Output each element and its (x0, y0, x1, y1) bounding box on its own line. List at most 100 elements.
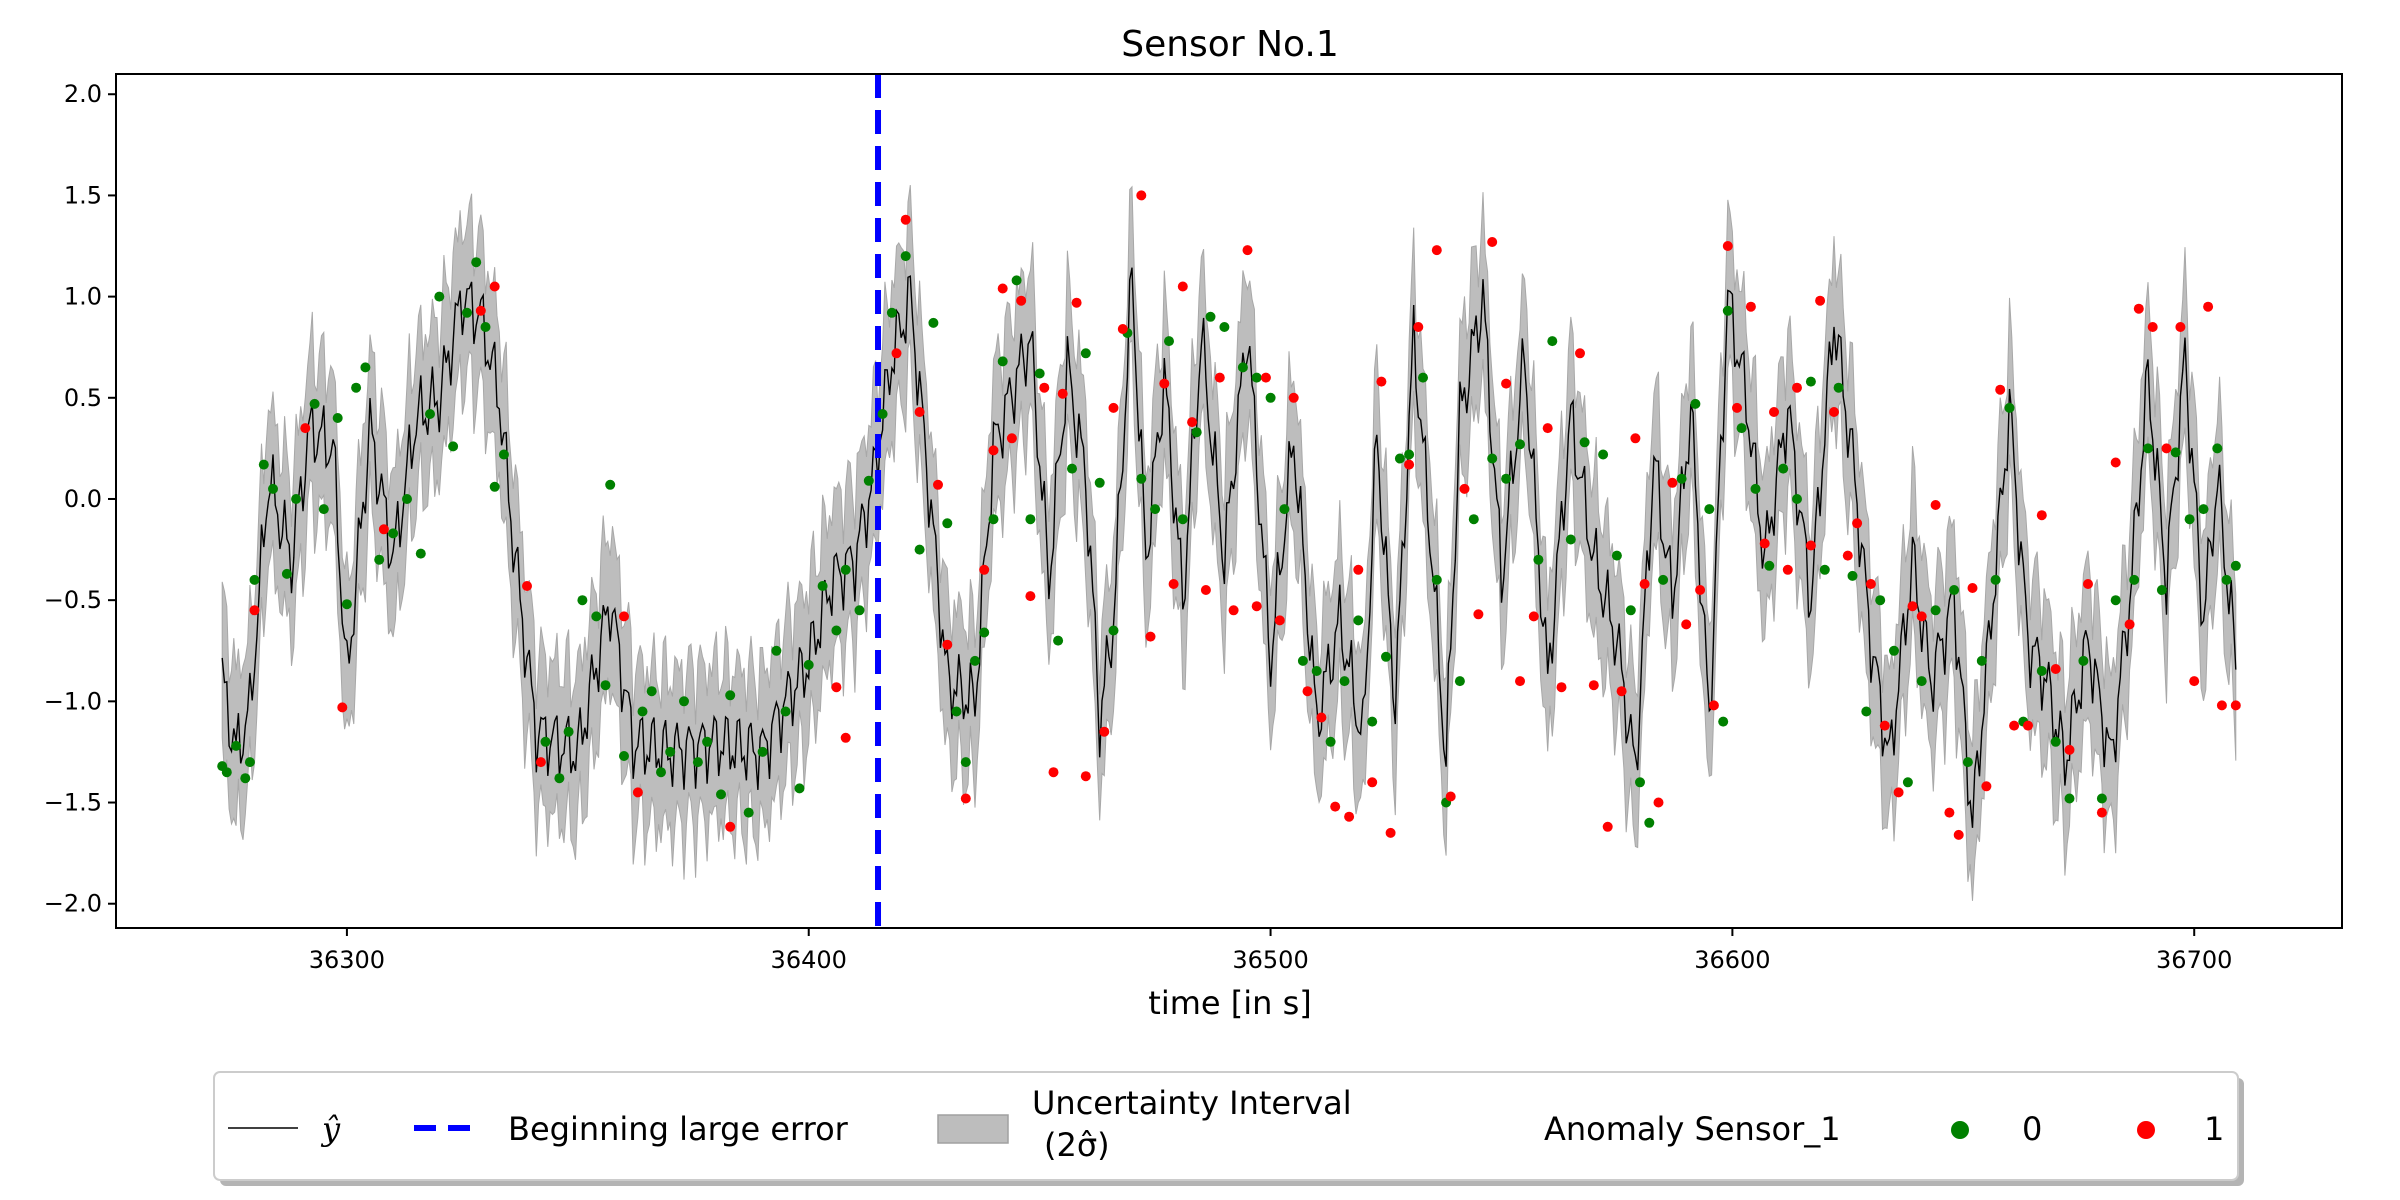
anomaly-1-point (489, 281, 500, 292)
chart-title: Sensor No.1 (1121, 24, 1339, 65)
anomaly-0-point (332, 413, 343, 423)
anomaly-0-point (240, 773, 251, 784)
anomaly-0-point (1861, 706, 1872, 717)
anomaly-1-point (1630, 433, 1641, 444)
anomaly-0-point (351, 382, 362, 393)
anomaly-0-point (1367, 716, 1378, 727)
legend-vline-label: Beginning large error (508, 1110, 849, 1148)
y-tick-label: −1.0 (44, 687, 102, 715)
anomaly-1-point (1792, 382, 1802, 393)
anomaly-0-point (471, 257, 482, 268)
anomaly-0-point (1750, 483, 1761, 494)
anomaly-1-point (2133, 303, 2144, 314)
anomaly-1-point (1473, 609, 1484, 620)
anomaly-0-point (1819, 564, 1830, 575)
anomaly-1-point (1695, 585, 1706, 595)
anomaly-1-point (1080, 771, 1091, 782)
anomaly-1-point (1145, 631, 1156, 642)
anomaly-0-point (2184, 514, 2195, 525)
anomaly-0-point (1676, 473, 1687, 484)
anomaly-1-point (914, 407, 925, 417)
anomaly-0-point (1265, 392, 1276, 403)
anomaly-0-point (716, 789, 726, 800)
anomaly-0-point (318, 504, 329, 515)
y-tick-label: 1.0 (64, 283, 102, 311)
anomaly-0-point (1611, 550, 1622, 561)
anomaly-0-point (244, 757, 255, 768)
anomaly-1-point (1501, 378, 1512, 389)
anomaly-1-point (1006, 433, 1017, 444)
anomaly-1-point (2216, 700, 2227, 711)
anomaly-1-point (1274, 615, 1285, 626)
y-tick-label: 2.0 (64, 80, 102, 108)
anomaly-1-point (840, 732, 851, 743)
anomaly-0-point (231, 740, 242, 751)
anomaly-1-point (1588, 680, 1599, 691)
anomaly-0-point (2170, 447, 2181, 458)
anomaly-1-point (1228, 605, 1239, 616)
anomaly-1-point (378, 524, 389, 535)
anomaly-1-point (1865, 579, 1876, 589)
anomaly-0-point (863, 475, 874, 486)
anomaly-0-point (988, 514, 999, 525)
anomaly-0-point (2230, 560, 2241, 571)
anomaly-0-point (637, 706, 648, 717)
anomaly-1-point (1039, 382, 1050, 393)
anomaly-0-point (1353, 615, 1364, 626)
anomaly-0-point (1635, 777, 1645, 788)
anomaly-0-point (2129, 574, 2140, 585)
anomaly-0-point (2004, 402, 2015, 413)
anomaly-1-point (632, 787, 643, 798)
anomaly-1-point (1048, 767, 1059, 778)
anomaly-0-point (425, 409, 435, 419)
anomaly-0-point (591, 611, 602, 622)
anomaly-0-point (780, 706, 791, 717)
anomaly-0-point (2156, 585, 2167, 595)
anomaly-1-point (2083, 579, 2093, 589)
anomaly-0-point (1219, 322, 1230, 332)
anomaly-0-point (1579, 437, 1590, 448)
anomaly-0-point (2096, 793, 2107, 804)
x-axis-ticks: 36300 36400 36500 36600 36700 (309, 928, 2232, 974)
anomaly-1-point (2147, 322, 2158, 332)
anomaly-0-point (1833, 382, 1844, 393)
anomaly-0-point (725, 690, 736, 701)
anomaly-0-point (1150, 504, 1161, 515)
anomaly-0-point (803, 659, 814, 670)
anomaly-1-point (1967, 583, 1978, 593)
anomaly-1-point (979, 564, 990, 575)
anomaly-1-point (1136, 190, 1147, 201)
anomaly-1-point (2161, 443, 2172, 454)
anomaly-0-point (462, 307, 472, 318)
anomaly-1-point (1782, 564, 1793, 575)
anomaly-0-point (1644, 817, 1655, 828)
anomaly-1-point (725, 821, 736, 832)
legend-class1-marker (2137, 1121, 2155, 1139)
uncertainty-band (221, 185, 2237, 901)
anomaly-0-point (2143, 443, 2153, 454)
y-tick-label: −1.5 (44, 789, 102, 817)
anomaly-0-point (415, 548, 426, 559)
anomaly-1-point (1016, 295, 1027, 306)
x-tick-label: 36400 (771, 946, 847, 974)
x-axis-label: time [in s] (1148, 984, 1311, 1022)
anomaly-0-point (1454, 676, 1465, 687)
anomaly-1-point (900, 214, 911, 225)
anomaly-1-point (619, 611, 629, 622)
anomaly-1-point (300, 423, 311, 434)
anomaly-0-point (1164, 336, 1174, 347)
anomaly-0-point (554, 773, 565, 784)
anomaly-1-point (1316, 712, 1327, 723)
anomaly-0-point (1251, 372, 1262, 383)
anomaly-0-point (1311, 666, 1322, 676)
anomaly-1-point (1829, 407, 1839, 417)
anomaly-1-point (2096, 807, 2107, 818)
x-tick-label: 36700 (2156, 946, 2232, 974)
anomaly-1-point (1376, 376, 1387, 387)
anomaly-0-point (2110, 595, 2121, 606)
anomaly-0-point (2212, 443, 2223, 454)
y-tick-label: 0.5 (64, 384, 102, 412)
anomaly-0-point (646, 686, 657, 697)
anomaly-1-point (1745, 301, 1756, 312)
